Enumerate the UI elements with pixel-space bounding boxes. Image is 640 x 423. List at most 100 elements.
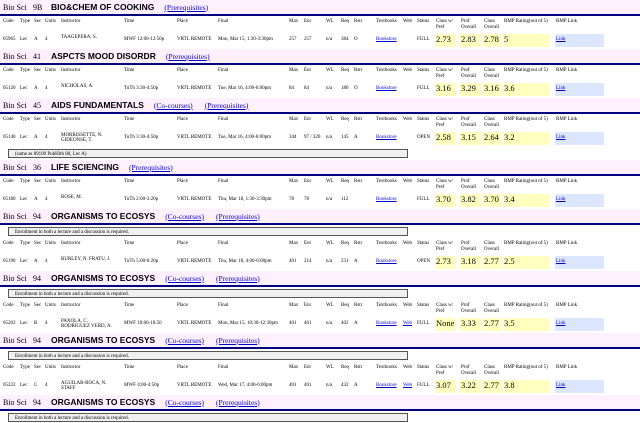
co-courses-link[interactable]: (Co-courses): [165, 273, 204, 283]
col-header-class-overall: Class Overall: [484, 365, 499, 376]
col-header-type: Type: [20, 365, 30, 370]
col-header-max: Max: [289, 117, 299, 122]
section-textbooks[interactable]: Bookstore: [376, 197, 397, 202]
section-rmp-link[interactable]: Link: [556, 37, 566, 42]
section-sec: A: [34, 197, 38, 202]
col-header-prof-overall: Prof Overall: [461, 179, 476, 190]
co-courses-link[interactable]: (Co-courses): [165, 211, 204, 221]
prerequisites-link[interactable]: (Prerequisites): [215, 397, 260, 407]
section-textbooks[interactable]: Bookstore: [376, 259, 397, 264]
column-header-row: Code Type Sec Units Instructor Time Place Final…: [0, 300, 640, 317]
col-header-class-overall: Class Overall: [484, 19, 499, 30]
col-header-textbooks: Textbooks: [376, 365, 397, 370]
col-header-rmp-rating: RMP Rating(out of 5): [504, 365, 548, 370]
col-header-max: Max: [289, 365, 299, 370]
section-class-overall: 3.16: [484, 83, 499, 93]
section-textbooks[interactable]: Bookstore: [376, 37, 397, 42]
column-header-row: Code Type Sec Units Instructor Time Place Final…: [0, 362, 640, 379]
col-header-class-overall: Class Overall: [484, 117, 499, 128]
course-dept: Bio Sci: [3, 273, 27, 283]
section-place: VRTL REMOTE: [177, 37, 212, 42]
col-header-rmp-link: RMP Link: [556, 303, 578, 308]
prerequisites-link[interactable]: (Prerequisites): [164, 2, 209, 12]
col-header-rstr: Rstr: [354, 179, 363, 184]
section-rmp-link[interactable]: Link: [556, 383, 566, 388]
section-wl: n/a: [326, 86, 333, 91]
course-header: Bio Sci 36 LIFE SCIENCING (Prerequisites): [0, 160, 640, 176]
section-rmp-link[interactable]: Link: [556, 197, 566, 202]
col-header-units: Units: [45, 19, 56, 24]
section-textbooks[interactable]: Bookstore: [376, 321, 397, 326]
section-rmp-link[interactable]: Link: [556, 259, 566, 264]
prerequisites-link[interactable]: (Prerequisites): [204, 100, 249, 110]
section-time: MWF 10:00-10:50: [124, 321, 162, 326]
section-code: 05190: [3, 259, 16, 264]
section-wl: n/a: [326, 259, 333, 264]
course-title: ORGANISMS TO ECOSYS: [51, 335, 156, 345]
col-header-sec: Sec: [34, 68, 42, 73]
col-header-prof-overall: Prof Overall: [461, 68, 476, 79]
col-header-rmp-rating: RMP Rating(out of 5): [504, 68, 548, 73]
col-header-class-overall: Class Overall: [484, 303, 499, 314]
section-instructor: BURLEY, N. FRATU, J.: [61, 257, 111, 262]
col-header-enr: Enr: [304, 68, 312, 73]
co-courses-link[interactable]: (Co-courses): [153, 100, 193, 110]
prerequisites-link[interactable]: (Prerequisites): [215, 273, 260, 283]
col-header-req: Req: [341, 241, 350, 246]
section-textbooks[interactable]: Bookstore: [376, 383, 397, 388]
section-rmp-link[interactable]: Link: [556, 86, 566, 91]
section-instructor: ROSE, M.: [61, 195, 82, 200]
col-header-final: Final: [218, 117, 229, 122]
course-header: Bio Sci 94 ORGANISMS TO ECOSYS (Co-courses)…: [0, 395, 640, 411]
co-courses-link[interactable]: (Co-courses): [165, 335, 204, 345]
section-sec: A: [34, 37, 38, 42]
section-class-pref: 3.16: [436, 83, 451, 93]
section-rmp-link[interactable]: Link: [556, 321, 566, 326]
co-courses-link[interactable]: (Co-courses): [165, 397, 204, 407]
prerequisites-link[interactable]: (Prerequisites): [215, 335, 260, 345]
col-header-rstr: Rstr: [354, 117, 363, 122]
col-header-max: Max: [289, 303, 299, 308]
section-prof-overall: 3.82: [461, 194, 476, 204]
col-header-sec: Sec: [34, 19, 42, 24]
prerequisites-link[interactable]: (Prerequisites): [215, 211, 260, 221]
section-textbooks[interactable]: Bookstore: [376, 86, 397, 91]
col-header-code: Code: [3, 179, 14, 184]
section-req: 112: [341, 197, 349, 202]
section-units: 4: [45, 37, 48, 42]
section-instructor: MORRISSETTE, N. GIDEONSE, T.: [61, 133, 103, 143]
course-title: LIFE SCIENCING: [51, 162, 120, 172]
section-code: 05203: [3, 321, 16, 326]
col-header-web: Web: [403, 365, 413, 370]
col-header-rstr: Rstr: [354, 241, 363, 246]
col-header-status: Status: [417, 19, 430, 24]
section-sec: A: [34, 259, 38, 264]
cell-bg-prof-overall: [460, 132, 481, 145]
section-status: FULL: [417, 197, 430, 202]
section-wl: n/a: [326, 37, 333, 42]
section-textbooks[interactable]: Bookstore: [376, 135, 397, 140]
section-status: FULL: [417, 86, 430, 91]
course-title: ASPCTS MOOD DISORDR: [51, 51, 156, 61]
prerequisites-link[interactable]: (Prerequisites): [129, 162, 173, 172]
cell-bg-prof-overall: [460, 34, 481, 47]
course-dept: Bio Sci: [3, 211, 27, 221]
section-final: Wed, Mar 17, 4:00-6:00pm: [218, 383, 273, 388]
col-header-instructor: Instructor: [61, 241, 81, 246]
section-max: 84: [289, 86, 294, 91]
enrollment-note: Enrollment in both a lecture and a discu…: [8, 289, 408, 298]
cell-bg-rmp-link: [555, 194, 604, 207]
course-block: Bio Sci 94 ORGANISMS TO ECOSYS (Co-courses)…: [0, 333, 640, 395]
col-header-wl: WL: [326, 68, 334, 73]
section-wl: n/a: [326, 135, 333, 140]
section-code: 05180: [3, 197, 16, 202]
col-header-sec: Sec: [34, 365, 42, 370]
col-header-instructor: Instructor: [61, 117, 81, 122]
prerequisites-link[interactable]: (Prerequisites): [165, 51, 210, 61]
col-header-prof-overall: Prof Overall: [461, 19, 476, 30]
col-header-max: Max: [289, 241, 299, 246]
section-web[interactable]: Web: [403, 383, 413, 388]
section-web[interactable]: Web: [403, 321, 413, 326]
section-rmp-link[interactable]: Link: [556, 135, 566, 140]
